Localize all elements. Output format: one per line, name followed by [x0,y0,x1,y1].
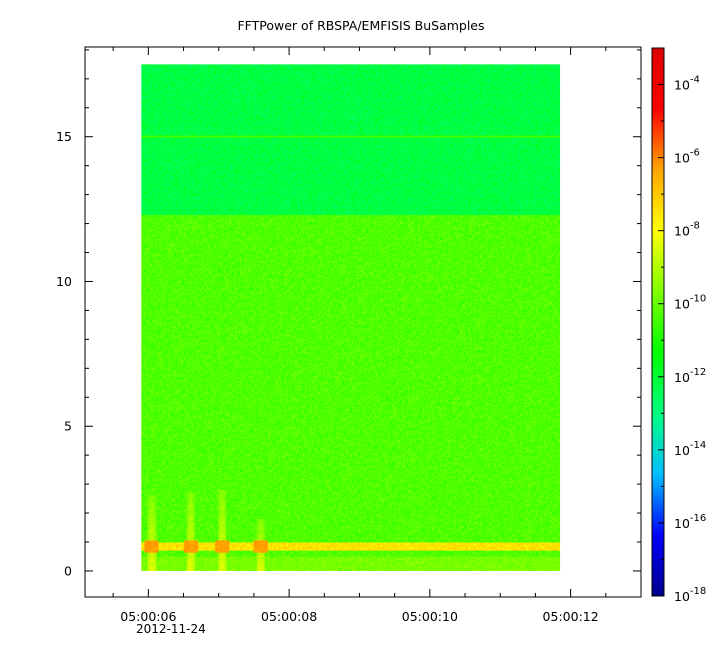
colorbar-tick-exp: -10 [690,294,706,305]
y-tick-label: 5 [64,419,72,434]
colorbar-tick-label: 10-14 [674,440,706,458]
x-tick-label: 05:00:06 [120,609,176,624]
x-tick-label: 05:00:12 [543,609,599,624]
colorbar-tick-base: 10 [674,443,690,458]
y-tick-label: 0 [64,563,72,578]
colorbar-tick-label: 10-4 [674,75,700,93]
colorbar-tick-label: 10-12 [674,367,706,385]
colorbar-tick-base: 10 [674,370,690,385]
colorbar [651,47,665,597]
colorbar-tick-base: 10 [674,151,690,166]
colorbar-tick-exp: -18 [690,586,706,597]
y-tick-label: 10 [56,274,72,289]
colorbar-tick-label: 10-18 [674,586,706,604]
colorbar-tick-base: 10 [674,516,690,531]
colorbar-tick-label: 10-16 [674,513,706,531]
y-axis: 0 5 10 15 [56,49,641,578]
colorbar-tick-exp: -16 [690,513,706,524]
y-tick-label: 15 [56,129,72,144]
colorbar-tick-base: 10 [674,224,690,239]
x-axis: 05:00:06 05:00:08 05:00:10 05:00:12 [112,47,642,624]
colorbar-tick-exp: -12 [690,367,706,378]
colorbar-tick-exp: -14 [690,440,706,451]
date-label: 2012-11-24 [136,622,206,636]
colorbar-tick-base: 10 [674,297,690,312]
x-tick-label: 05:00:08 [261,609,317,624]
colorbar-tick-exp: -4 [690,75,700,86]
x-tick-label: 05:00:10 [402,609,458,624]
colorbar-tick-label: 10-10 [674,294,706,312]
chart-title: FFTPower of RBSPA/EMFISIS BuSamples [237,18,484,33]
colorbar-tick-base: 10 [674,589,690,604]
colorbar-tick-label: 10-6 [674,148,700,166]
spectrogram-image [141,64,561,571]
colorbar-tick-base: 10 [674,78,690,93]
colorbar-tick-exp: -6 [690,148,700,159]
colorbar-tick-exp: -8 [690,221,700,232]
colorbar-tick-label: 10-8 [674,221,700,239]
